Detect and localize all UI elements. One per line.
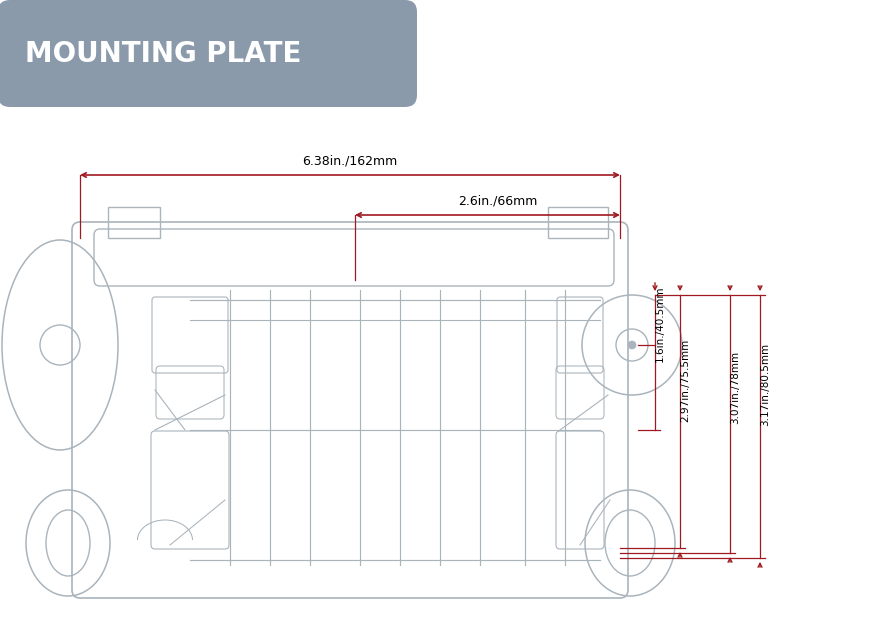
Circle shape bbox=[628, 341, 636, 349]
Text: 2.97in./75.5mm: 2.97in./75.5mm bbox=[680, 338, 690, 421]
Bar bbox=[548, 207, 608, 238]
Text: 6.38in./162mm: 6.38in./162mm bbox=[302, 155, 398, 168]
Text: 3.07in./78mm: 3.07in./78mm bbox=[730, 351, 740, 424]
Text: 1.6in./40.5mm: 1.6in./40.5mm bbox=[655, 286, 665, 362]
Text: MOUNTING PLATE: MOUNTING PLATE bbox=[25, 40, 301, 67]
Text: 3.17in./80.5mm: 3.17in./80.5mm bbox=[760, 344, 770, 426]
FancyBboxPatch shape bbox=[0, 0, 417, 107]
Text: 2.6in./66mm: 2.6in./66mm bbox=[458, 195, 537, 208]
Bar bbox=[108, 207, 160, 238]
